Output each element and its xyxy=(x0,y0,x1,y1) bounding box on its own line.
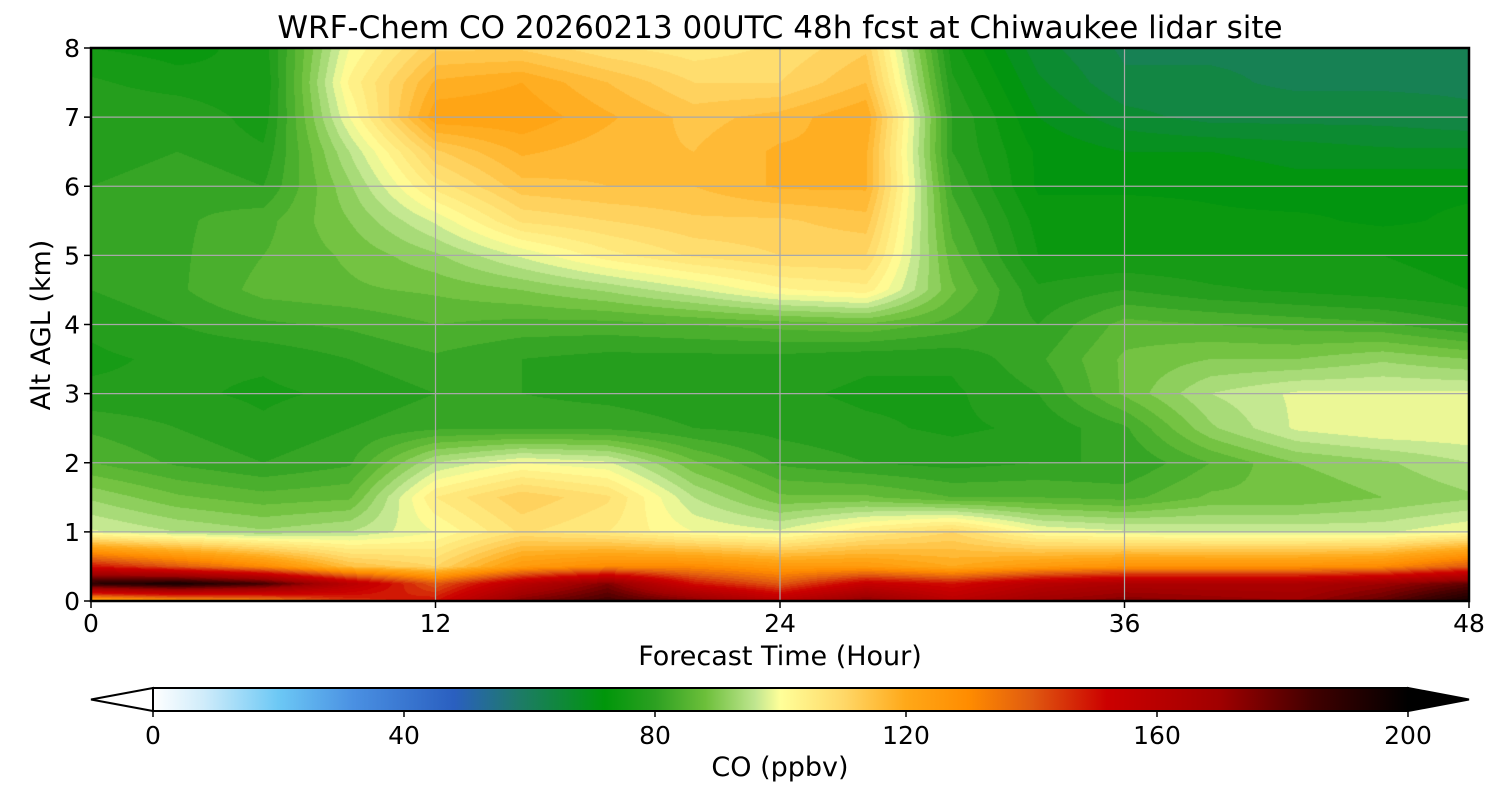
x-tick-label: 24 xyxy=(764,609,796,638)
colorbar-label: CO (ppbv) xyxy=(711,752,848,783)
y-tick-label: 8 xyxy=(64,34,80,63)
y-tick-label: 2 xyxy=(64,449,80,478)
x-axis-label: Forecast Time (Hour) xyxy=(638,641,922,672)
colorbar-low-extension xyxy=(90,686,154,713)
colorbar-tick-label: 160 xyxy=(1133,721,1181,750)
y-tick-label: 4 xyxy=(64,311,80,340)
colorbar: 0 40 80 120 160 200 CO (ppbv) xyxy=(90,686,1470,783)
y-tick-label: 1 xyxy=(64,518,80,547)
plot-area xyxy=(89,46,1471,603)
colorbar-tick-label: 0 xyxy=(145,721,161,750)
chart-title: WRF-Chem CO 20260213 00UTC 48h fcst at C… xyxy=(277,10,1282,46)
colorbar-tick-label: 200 xyxy=(1384,721,1432,750)
y-tick-label: 7 xyxy=(64,103,80,132)
colorbar-high-extension xyxy=(1407,686,1470,713)
colorbar-tick-label: 120 xyxy=(882,721,930,750)
colorbar-tick-label: 40 xyxy=(388,721,420,750)
colorbar-tick-label: 80 xyxy=(639,721,671,750)
x-tick-label: 48 xyxy=(1453,609,1485,638)
x-tick-label: 0 xyxy=(83,609,99,638)
colorbar-gradient xyxy=(152,687,1409,712)
y-tick-label: 0 xyxy=(64,587,80,616)
y-axis-label: Alt AGL (km) xyxy=(26,240,57,411)
y-tick-label: 3 xyxy=(64,380,80,409)
x-axis: 0 12 24 36 48 xyxy=(83,601,1485,638)
x-tick-label: 36 xyxy=(1109,609,1141,638)
y-tick-label: 5 xyxy=(64,241,80,270)
y-axis: 0 1 2 3 4 5 6 7 8 xyxy=(64,34,91,616)
x-tick-label: 12 xyxy=(420,609,452,638)
colorbar-ticks: 0 40 80 120 160 200 xyxy=(145,711,1432,750)
y-tick-label: 6 xyxy=(64,172,80,201)
